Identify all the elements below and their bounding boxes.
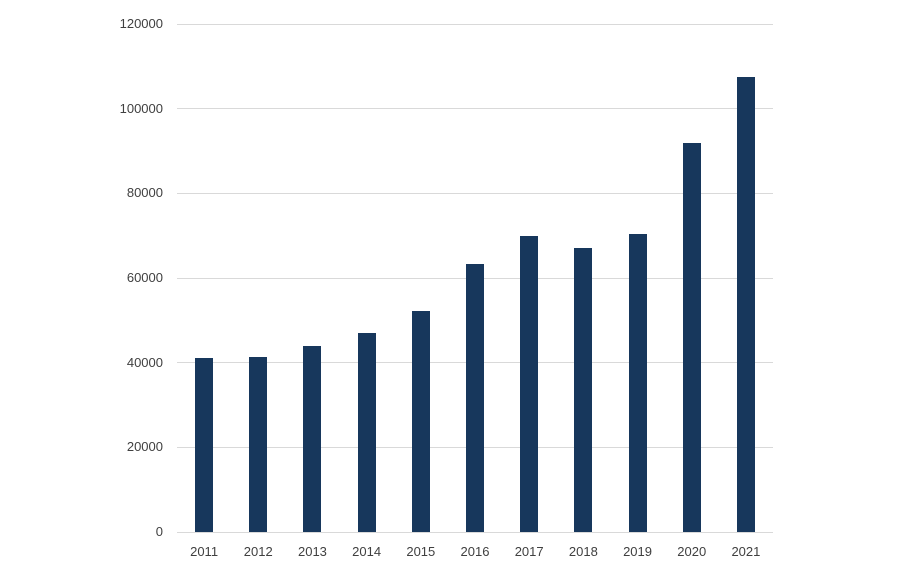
y-axis-tick-label: 60000 [126, 270, 163, 285]
bar-2014 [357, 333, 376, 532]
bar-2015 [411, 311, 430, 532]
y-axis-tick-label: 120000 [119, 16, 163, 31]
x-axis-tick-label-2019: 2019 [623, 544, 652, 559]
x-axis-tick-label-2013: 2013 [297, 544, 327, 559]
bar-2017 [520, 235, 539, 532]
bar-2012 [249, 356, 268, 532]
gridline-100000 [177, 108, 773, 110]
gridline-80000 [177, 192, 773, 194]
bar-2016 [466, 263, 484, 532]
x-axis-tick-label-2017: 2017 [514, 544, 544, 559]
x-axis-tick-label-2011: 2011 [190, 544, 219, 559]
y-axis-tick-label: 100000 [119, 100, 163, 116]
x-axis-tick-label-2020: 2020 [677, 544, 707, 559]
y-axis-tick-label: 0 [155, 524, 163, 539]
x-axis-tick-label-2014: 2014 [352, 544, 382, 559]
gridline-120000 [177, 23, 773, 25]
x-axis-tick-label-2021: 2021 [731, 544, 761, 559]
x-axis-tick-label-2012: 2012 [243, 544, 273, 559]
x-axis-tick-label-2016: 2016 [460, 544, 490, 559]
bar-2020 [682, 142, 701, 532]
x-axis-tick-label-2018: 2018 [568, 544, 598, 559]
bar-2019 [628, 233, 647, 532]
x-axis-tick-label-2015: 2015 [406, 544, 436, 559]
y-axis-tick-label: 80000 [126, 185, 163, 201]
bar-2018 [574, 248, 593, 532]
y-axis-tick-label: 40000 [126, 354, 163, 370]
bar-2013 [303, 345, 322, 532]
bar-2021 [736, 76, 755, 532]
y-axis-tick-label: 20000 [126, 439, 163, 455]
plot-area [177, 23, 773, 533]
gridline-0 [177, 531, 773, 533]
bar-2011 [195, 358, 214, 532]
